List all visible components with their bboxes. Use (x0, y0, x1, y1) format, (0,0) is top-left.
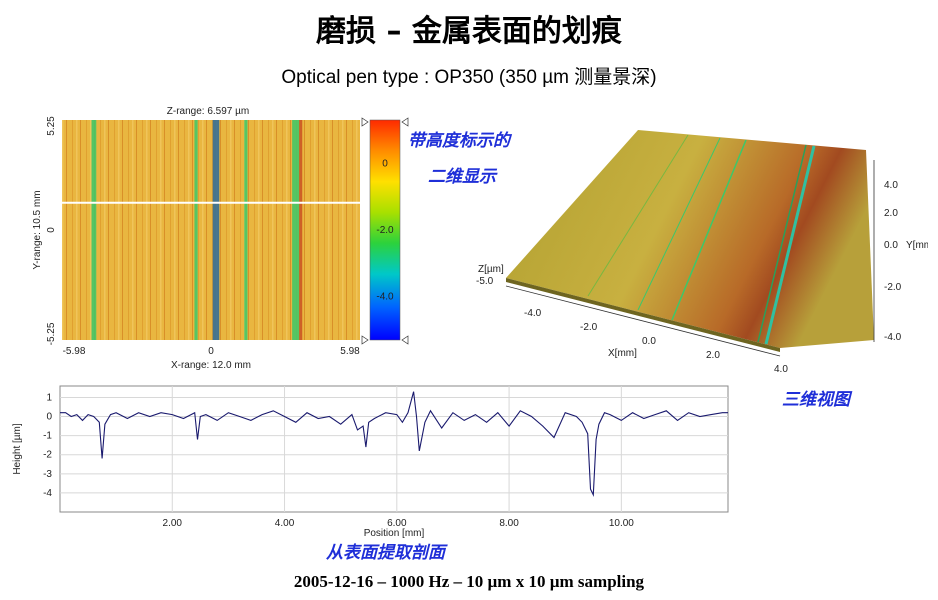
profile-chart: 1 0 -1 -2 -3 -4 2.00 4.00 6.00 8.00 10.00 Height [… (12, 385, 729, 539)
profile-x-tick: 8.00 (499, 518, 519, 529)
map-title: Z-range: 6.597 µm (167, 106, 249, 117)
axis-3d-x-tick: 0.0 (642, 336, 656, 347)
page-subtitle: Optical pen type : OP350 (350 µm 测量景深) (281, 67, 657, 88)
map-y-tick: 0 (46, 227, 57, 233)
groove-3d (764, 145, 816, 345)
profile-plot-area (59, 385, 729, 513)
colorbar-top-marker (361, 117, 369, 127)
groove-mark (244, 120, 248, 340)
profile-series-line (60, 391, 728, 497)
footer-caption: 2005-12-16 – 1000 Hz – 10 µm x 10 µm sam… (293, 572, 645, 591)
profile-y-tick: -1 (43, 431, 52, 442)
annotation-3d: 三维视图 (782, 390, 850, 410)
axis-3d-x-tick: 2.0 (706, 350, 720, 361)
colorbar-bottom-marker (401, 335, 409, 345)
groove-mark (194, 120, 198, 340)
height-map-2d: Z-range: 6.597 µm 5.25 0 -5.25 Y-range: … (32, 106, 409, 371)
profile-y-tick: 0 (46, 412, 52, 423)
colorbar-top-marker (401, 117, 409, 127)
axis-3d-y-tick: 4.0 (884, 180, 898, 191)
profile-x-label: Position [mm] (364, 528, 425, 539)
annotation-2d-line2: 二维显示 (428, 167, 496, 187)
profile-x-tick: 2.00 (163, 518, 183, 529)
profile-y-tick: 1 (46, 392, 52, 403)
map-y-tick: 5.25 (46, 116, 57, 136)
colorbar (369, 119, 401, 341)
map-y-tick: -5.25 (46, 322, 57, 345)
axis-3d-z-tick: -5.0 (476, 276, 494, 287)
axis-3d-x-tick: -2.0 (580, 322, 598, 333)
profile-y-tick: -3 (43, 469, 52, 480)
annotation-profile: 从表面提取剖面 (326, 543, 445, 563)
groove-mark (299, 120, 303, 340)
axis-3d-x-label: X[mm] (608, 348, 637, 359)
profile-x-tick: 6.00 (387, 518, 407, 529)
axis-3d-x-tick: 4.0 (774, 364, 788, 375)
axis-3d-y-label: Y[mm] (906, 240, 928, 251)
groove-mark (91, 120, 97, 340)
page-title: 磨损 – 金属表面的划痕 (316, 14, 622, 49)
groove-3d (587, 134, 689, 297)
surface-3d-view: 4.0 2.0 0.0 Y[mm] -2.0 -4.0 -4.0 -2.0 0.… (476, 130, 928, 375)
profile-y-tick: -4 (43, 488, 52, 499)
axis-3d-y-tick: 0.0 (884, 240, 898, 251)
map-y-label: Y-range: 10.5 mm (32, 190, 43, 269)
colorbar-bottom-marker (361, 335, 369, 345)
groove-3d (637, 137, 721, 311)
colorbar-tick-label: 0 (382, 158, 388, 169)
profile-y-tick: -2 (43, 450, 52, 461)
groove-3d (757, 144, 807, 343)
axis-3d-y-tick: -2.0 (884, 282, 902, 293)
profile-y-label: Height [µm] (12, 423, 23, 475)
groove-mark (212, 120, 220, 340)
axis-3d-y-tick: 2.0 (884, 208, 898, 219)
surface-3d-plane (506, 130, 874, 348)
groove-mark (292, 120, 300, 340)
annotation-2d-line1: 带高度标示的 (408, 131, 510, 151)
map-x-label: X-range: 12.0 mm (171, 360, 251, 371)
axis-3d-x (505, 285, 781, 357)
map-x-tick: -5.98 (63, 346, 86, 357)
axis-3d-z-label: Z[µm] (478, 264, 504, 275)
groove-3d (671, 139, 747, 321)
map-x-tick: 5.98 (340, 346, 360, 357)
axis-3d-y-tick: -4.0 (884, 332, 902, 343)
colorbar-tick-label: -4.0 (376, 292, 394, 303)
map-plot-area (62, 120, 360, 340)
map-x-tick: 0 (208, 346, 214, 357)
colorbar-tick-label: -2.0 (376, 225, 394, 236)
profile-x-tick: 10.00 (609, 518, 634, 529)
profile-x-tick: 4.00 (275, 518, 295, 529)
axis-3d-x-tick: -4.0 (524, 308, 542, 319)
surface-3d-front-edge (506, 278, 780, 352)
